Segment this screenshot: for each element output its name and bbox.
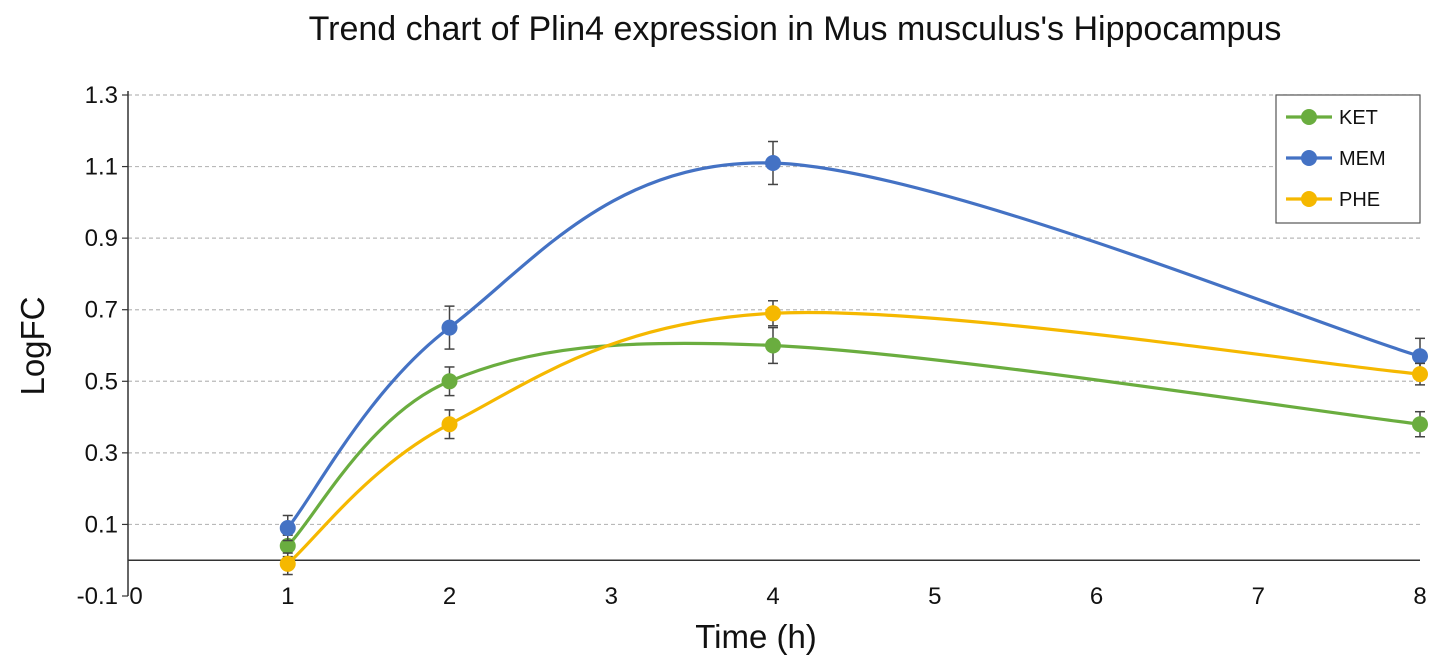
data-point-phe	[765, 305, 781, 322]
series-phe	[279, 300, 1428, 576]
series-ket	[279, 326, 1428, 558]
y-tick-label: 1.1	[85, 154, 118, 181]
series-group	[279, 140, 1428, 576]
legend-label-ket: KET	[1339, 107, 1378, 129]
x-tick-label: 1	[281, 583, 294, 610]
y-tick-label: -0.1	[77, 583, 118, 610]
legend-label-mem: MEM	[1339, 148, 1386, 170]
data-point-mem	[441, 319, 458, 336]
legend-marker-mem	[1301, 150, 1317, 166]
x-tick-labels: 0 1 2 3 4 5 6 7 8	[129, 583, 1426, 610]
data-point-phe	[279, 555, 296, 572]
data-point-phe	[1412, 366, 1428, 383]
y-tick-labels: -0.1 0.1 0.3 0.5 0.7 0.9 1.1 1.3	[77, 82, 118, 610]
data-point-mem	[765, 154, 781, 171]
data-point-mem	[1412, 348, 1428, 365]
series-mem	[279, 140, 1428, 542]
y-tick-label: 1.3	[85, 82, 118, 109]
y-tick-label: 0.9	[85, 225, 118, 252]
x-axis-title: Time (h)	[695, 618, 817, 655]
legend-marker-phe	[1301, 191, 1317, 207]
y-tick-label: 0.3	[85, 440, 118, 467]
legend-label-phe: PHE	[1339, 189, 1380, 211]
data-point-mem	[279, 520, 296, 537]
y-axis-title: LogFC	[14, 296, 51, 395]
y-tick-label: 0.7	[85, 297, 118, 324]
y-tick-label: 0.5	[85, 368, 118, 395]
x-tick-label: 7	[1252, 583, 1265, 610]
legend-marker-ket	[1301, 109, 1317, 125]
data-point-phe	[441, 416, 458, 433]
x-tick-label: 2	[443, 583, 456, 610]
x-tick-label: 4	[766, 583, 779, 610]
x-tick-label: 0	[129, 583, 142, 610]
x-tick-label: 5	[928, 583, 941, 610]
series-line-ket	[286, 341, 1421, 548]
chart-title: Trend chart of Plin4 expression in Mus m…	[309, 10, 1282, 48]
data-point-ket	[279, 537, 296, 554]
series-line-mem	[286, 161, 1421, 530]
series-line-phe	[286, 310, 1421, 566]
axes	[122, 91, 1420, 597]
x-tick-label: 6	[1090, 583, 1103, 610]
data-point-ket	[765, 337, 781, 354]
data-point-ket	[441, 373, 458, 390]
x-tick-label: 8	[1413, 583, 1426, 610]
data-point-ket	[1412, 416, 1428, 433]
y-tick-label: 0.1	[85, 511, 118, 538]
legend: KET MEM PHE	[1275, 94, 1421, 224]
x-tick-label: 3	[605, 583, 618, 610]
